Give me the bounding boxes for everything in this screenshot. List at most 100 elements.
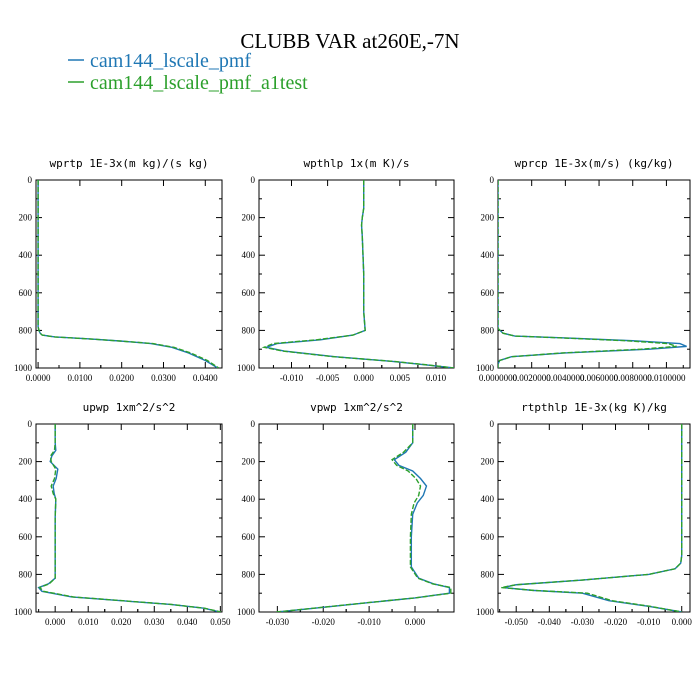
x-tick-label: 0.0060000 [580, 373, 619, 383]
y-tick-label: 600 [19, 532, 33, 542]
x-tick-label: 0.0040000 [546, 373, 585, 383]
x-tick-label: 0.0020000 [513, 373, 552, 383]
x-tick-label: 0.0080000 [614, 373, 653, 383]
x-tick-label: -0.030 [571, 617, 595, 627]
x-tick-label: 0.010 [78, 617, 99, 627]
y-tick-label: 1000 [476, 363, 495, 373]
plot-frame [35, 179, 223, 369]
x-tick-label: 0.000 [45, 617, 66, 627]
x-tick-label: 0.0100 [68, 373, 93, 383]
x-tick-label: -0.010 [637, 617, 661, 627]
y-tick-label: 600 [242, 532, 256, 542]
y-tick-label: 800 [19, 325, 33, 335]
x-tick-label: 0.0100000 [647, 373, 686, 383]
x-tick-label: 0.000 [354, 373, 375, 383]
y-tick-label: 200 [19, 457, 33, 467]
y-tick-label: 400 [19, 494, 33, 504]
panel-title: rtpthlp 1E-3x(kg K)/kg [521, 401, 667, 414]
series-line-2 [276, 424, 452, 612]
x-tick-label: 0.0000000 [479, 373, 518, 383]
panels: wprtp 1E-3x(m kg)/(s kg) 0 200 400 600 800 100… [14, 157, 692, 627]
panel-title: wpthlp 1x(m K)/s [304, 157, 410, 170]
panel-3: wprcp 1E-3x(m/s) (kg/kg) 0 200 400 600 800 100… [476, 157, 691, 383]
y-tick-label: 0 [28, 419, 33, 429]
series-line-2 [38, 424, 222, 612]
x-tick-label: 0.050 [210, 617, 231, 627]
panel-title: wprtp 1E-3x(m kg)/(s kg) [50, 157, 209, 170]
panel-6: rtpthlp 1E-3x(kg K)/kg02004006008001000-… [476, 401, 692, 627]
y-tick-label: 1000 [14, 363, 33, 373]
series-line-2 [261, 180, 454, 368]
y-tick-label: 800 [481, 325, 495, 335]
y-tick-label: 600 [481, 532, 495, 542]
x-tick-label: -0.010 [357, 617, 381, 627]
x-tick-label: 0.020 [111, 617, 132, 627]
series-line-1 [37, 424, 221, 612]
series-line-2 [37, 180, 220, 368]
series-line-1 [502, 424, 683, 612]
x-tick-label: -0.040 [538, 617, 562, 627]
plot-frame [35, 423, 223, 613]
series-line-1 [37, 180, 219, 368]
legend-label-1: cam144_lscale_pmf [90, 50, 251, 72]
series-line-1 [277, 424, 451, 612]
plot-frame [258, 423, 455, 613]
y-tick-label: 600 [481, 288, 495, 298]
x-tick-label: 0.040 [177, 617, 198, 627]
x-tick-label: 0.010 [426, 373, 447, 383]
y-tick-label: 600 [19, 288, 33, 298]
y-tick-label: 200 [481, 213, 495, 223]
y-tick-label: 400 [481, 494, 495, 504]
panel-title: wprcp 1E-3x(m/s) (kg/kg) [515, 157, 674, 170]
y-tick-label: 800 [242, 325, 256, 335]
panel-2: wpthlp 1x(m K)/s 0 200 400 600 800 1000 -0.010 -… [237, 157, 455, 383]
figure-title: CLUBB VAR at260E,-7N [240, 29, 459, 53]
x-tick-label: 0.0200 [109, 373, 134, 383]
y-tick-label: 200 [481, 457, 495, 467]
y-tick-label: 200 [242, 213, 256, 223]
x-tick-label: 0.0400 [193, 373, 218, 383]
x-tick-label: 0.0300 [151, 373, 176, 383]
y-tick-label: 0 [490, 419, 495, 429]
y-tick-label: 400 [242, 494, 256, 504]
x-tick-label: -0.030 [266, 617, 290, 627]
y-tick-label: 0 [490, 175, 495, 185]
y-tick-label: 200 [242, 457, 256, 467]
y-tick-label: 0 [28, 175, 33, 185]
panel-1: wprtp 1E-3x(m kg)/(s kg) 0 200 400 600 800 100… [14, 157, 223, 383]
panel-4: upwp 1xm^2/s^2 0 200 400 600 800 1000 0.000 0.01… [14, 401, 231, 627]
y-tick-label: 800 [19, 569, 33, 579]
x-tick-label: -0.050 [505, 617, 529, 627]
series-line-2 [501, 424, 683, 612]
series-line-2 [498, 180, 677, 368]
series-line-1 [263, 180, 454, 368]
y-tick-label: 400 [19, 250, 33, 260]
x-tick-label: -0.010 [280, 373, 304, 383]
x-tick-label: 0.005 [390, 373, 411, 383]
y-tick-label: 0 [251, 175, 256, 185]
y-tick-label: 1000 [14, 607, 33, 617]
panel-title: upwp 1xm^2/s^2 [83, 401, 176, 414]
panel-title: vpwp 1xm^2/s^2 [310, 401, 403, 414]
legend: cam144_lscale_pmf cam144_lscale_pmf_a1te… [68, 50, 308, 94]
x-tick-label: -0.020 [312, 617, 336, 627]
x-tick-label: -0.005 [316, 373, 340, 383]
plot-frame [258, 179, 455, 369]
panel-5: vpwp 1xm^2/s^2 0 200 400 600 800 1000 -0.030 -0.… [237, 401, 455, 627]
y-tick-label: 800 [242, 569, 256, 579]
legend-label-2: cam144_lscale_pmf_a1test [90, 72, 308, 94]
y-tick-label: 1000 [237, 363, 256, 373]
y-tick-label: 400 [242, 250, 256, 260]
y-tick-label: 0 [251, 419, 256, 429]
y-tick-label: 1000 [476, 607, 495, 617]
y-tick-label: 600 [242, 288, 256, 298]
y-tick-label: 1000 [237, 607, 256, 617]
y-tick-label: 800 [481, 569, 495, 579]
y-tick-label: 400 [481, 250, 495, 260]
x-tick-label: 0.000 [405, 617, 426, 627]
x-tick-label: -0.020 [604, 617, 628, 627]
x-tick-label: 0.0000 [26, 373, 51, 383]
x-tick-label: 0.000 [672, 617, 693, 627]
x-tick-label: 0.030 [144, 617, 165, 627]
